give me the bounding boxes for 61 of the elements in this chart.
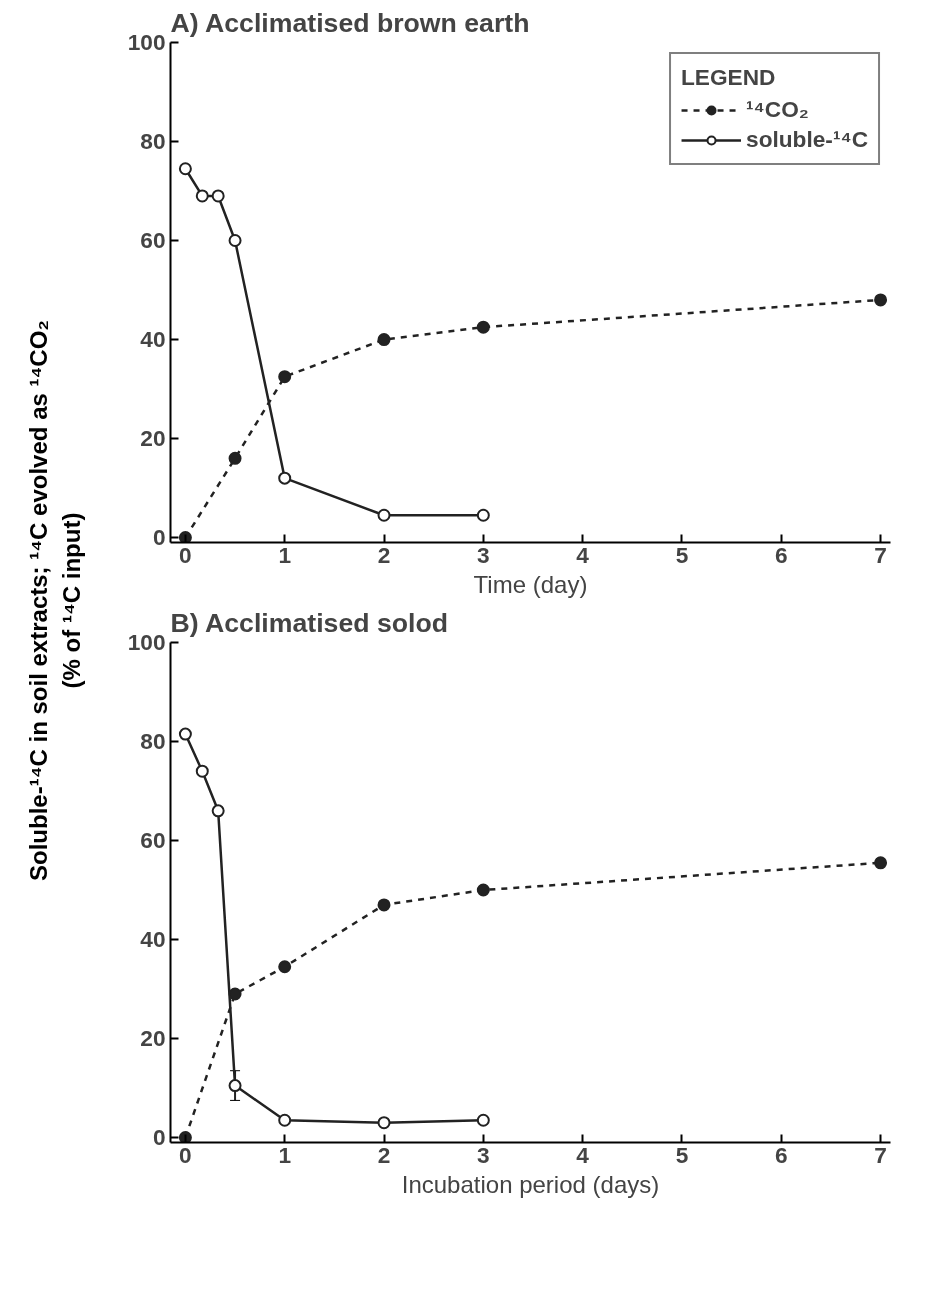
x-tick-label: 1	[278, 1141, 292, 1168]
point	[278, 471, 292, 485]
x-tick-label: 1	[278, 541, 292, 568]
x-tick-label: 5	[675, 541, 689, 568]
point	[228, 234, 242, 248]
chart-title: A) Acclimatised brown earth	[170, 7, 530, 38]
x-tick-label: 2	[377, 541, 391, 568]
y-tick-label: 20	[140, 1025, 166, 1052]
point	[211, 189, 225, 203]
y-tick-label: 20	[140, 425, 166, 452]
legend-title: LEGEND	[681, 64, 777, 91]
point	[476, 1113, 490, 1127]
y-tick-label: 60	[140, 227, 166, 254]
point	[178, 531, 192, 543]
x-tick-label: 7	[874, 541, 887, 568]
x-tick-label: 3	[477, 1141, 490, 1168]
legend-label: soluble-¹⁴C	[746, 126, 868, 153]
point	[377, 898, 391, 912]
x-tick-label: 2	[377, 1141, 391, 1168]
y-tick-label: 100	[127, 29, 166, 55]
point	[178, 162, 192, 176]
x-tick-label: 4	[576, 541, 590, 568]
x-axis-title: Time (day)	[473, 570, 588, 598]
x-tick-label: 0	[179, 1141, 192, 1168]
point	[278, 960, 292, 974]
x-tick-label: 7	[874, 1141, 887, 1168]
point	[476, 320, 490, 334]
point	[874, 293, 888, 307]
y-tick-label: 40	[140, 326, 166, 353]
x-tick-label: 0	[179, 541, 192, 568]
x-tick-label: 3	[477, 541, 490, 568]
point	[874, 856, 888, 870]
x-tick-label: 5	[675, 1141, 689, 1168]
x-tick-label: 6	[774, 541, 788, 568]
chart-title: B) Acclimatised solod	[170, 607, 448, 638]
point	[195, 189, 209, 203]
point	[278, 1113, 292, 1127]
y-axis-title: Soluble-¹⁴C in soil extracts; ¹⁴C evolved as ¹⁴CO₂ (% of ¹⁴C input)	[25, 319, 85, 882]
y-tick-label: 60	[140, 827, 166, 854]
y-tick-label: 80	[140, 128, 166, 155]
y-tick-label: 40	[140, 926, 166, 953]
point	[195, 764, 209, 778]
point	[476, 883, 490, 897]
y-tick-label: 100	[127, 629, 166, 655]
legend-label: ¹⁴CO₂	[746, 96, 809, 123]
y-tick-label: 0	[152, 524, 166, 551]
y-tick-label: 0	[152, 1124, 166, 1151]
point	[211, 804, 225, 818]
point	[228, 451, 242, 465]
point	[178, 727, 192, 741]
point	[377, 1116, 391, 1130]
point	[228, 1079, 242, 1093]
x-axis-title: Incubation period (days)	[401, 1170, 660, 1198]
x-tick-label: 6	[774, 1141, 788, 1168]
point	[377, 508, 391, 522]
point	[178, 1131, 192, 1143]
point	[377, 333, 391, 347]
y-tick-label: 80	[140, 728, 166, 755]
point	[476, 508, 490, 522]
point	[278, 370, 292, 384]
x-tick-label: 4	[576, 1141, 590, 1168]
